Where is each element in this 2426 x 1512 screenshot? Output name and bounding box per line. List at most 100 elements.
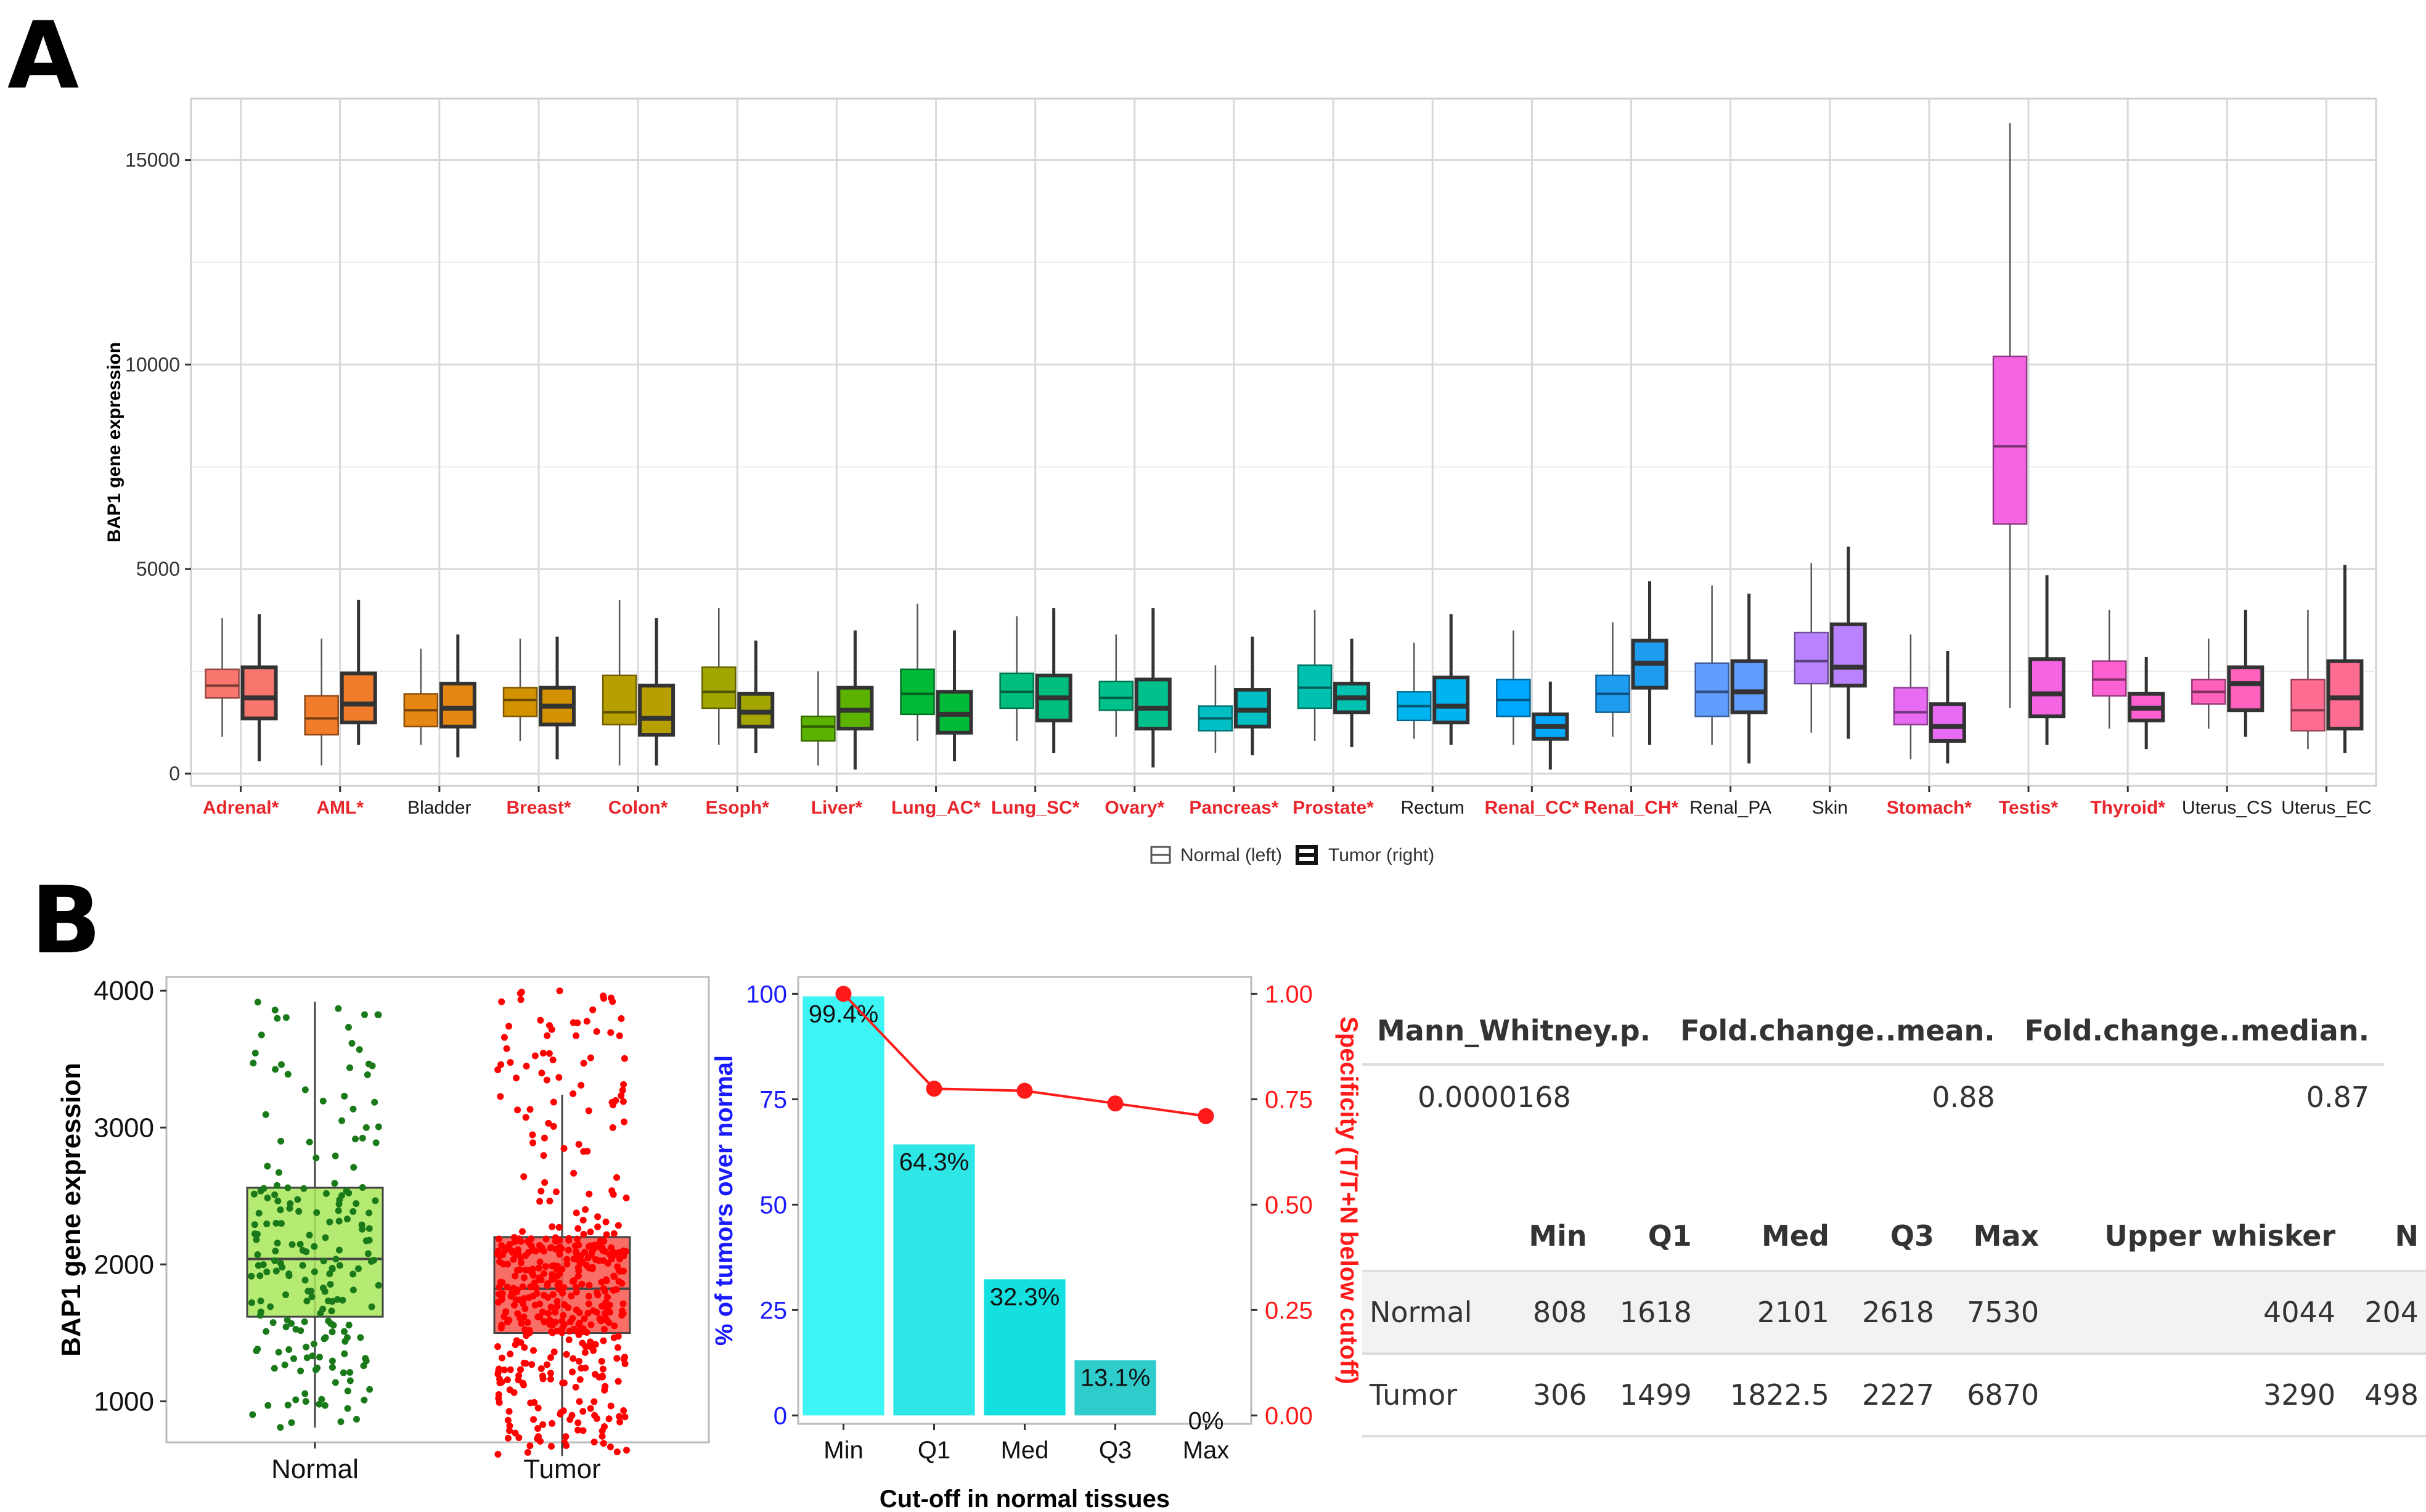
data-point <box>547 1354 554 1362</box>
data-point <box>526 1442 534 1450</box>
data-point <box>569 1368 576 1376</box>
data-point <box>362 1124 370 1131</box>
data-point <box>621 1118 628 1126</box>
data-point <box>603 1317 611 1324</box>
data-point <box>512 1296 520 1304</box>
normal-box <box>502 687 538 717</box>
data-point <box>327 1320 335 1327</box>
tumor-box <box>439 682 476 729</box>
data-point <box>329 1363 336 1371</box>
tissue-group <box>403 634 476 758</box>
data-point <box>522 1114 529 1121</box>
data-point <box>328 1307 335 1315</box>
summary-header-med: Med <box>1699 1202 1837 1272</box>
data-point <box>586 1190 593 1198</box>
data-point <box>322 1334 329 1341</box>
data-point <box>592 1371 599 1378</box>
tissue-group <box>1198 636 1271 756</box>
data-point <box>277 1424 284 1431</box>
data-point <box>520 1173 528 1180</box>
bar-value-label: 13.1% <box>1080 1365 1150 1392</box>
data-point <box>364 1250 372 1257</box>
data-point <box>531 1279 538 1286</box>
x-tick-label: Q3 <box>1099 1437 1132 1464</box>
data-point <box>575 1357 582 1365</box>
data-point <box>263 1220 271 1228</box>
data-point <box>513 1267 521 1274</box>
data-point <box>568 1412 576 1419</box>
data-point <box>282 1323 290 1331</box>
data-point <box>550 1098 557 1106</box>
data-point <box>574 1235 581 1243</box>
data-point <box>260 1185 268 1192</box>
data-point <box>507 1366 514 1373</box>
data-point <box>254 999 261 1006</box>
data-point <box>547 1370 554 1377</box>
data-point <box>304 1288 312 1295</box>
data-point <box>263 1268 271 1275</box>
data-point <box>547 1375 554 1383</box>
y-tick-label: 4000 <box>94 976 154 1006</box>
data-point <box>515 1434 523 1442</box>
data-point <box>527 1399 534 1407</box>
data-point <box>585 1107 592 1114</box>
data-point <box>553 1297 561 1305</box>
data-point <box>263 1328 270 1335</box>
data-point <box>518 1320 525 1327</box>
data-point <box>615 1378 622 1385</box>
y2-tick-label: 0.00 <box>1265 1402 1313 1429</box>
data-point <box>515 1235 523 1243</box>
summary-row-normal: Normal 808 1618 2101 2618 7530 4044 204 <box>1362 1271 2426 1355</box>
data-point <box>349 1270 357 1278</box>
data-point <box>308 1293 316 1301</box>
data-point <box>607 1029 615 1036</box>
data-point <box>568 1293 575 1300</box>
data-point <box>608 1256 615 1263</box>
data-point <box>608 1244 615 1251</box>
data-point <box>602 1383 609 1390</box>
data-point <box>600 995 607 1002</box>
y2-tick-label: 1.00 <box>1265 981 1313 1008</box>
data-point <box>575 1241 582 1249</box>
data-point <box>575 1141 582 1148</box>
data-point <box>556 1270 563 1277</box>
data-point <box>362 1355 369 1362</box>
data-point <box>269 1319 277 1326</box>
specificity-point <box>1016 1082 1033 1099</box>
x-tick-label: Med <box>1001 1437 1049 1464</box>
normal-box <box>1496 679 1531 717</box>
data-point <box>517 1366 525 1373</box>
data-point <box>590 1398 598 1405</box>
data-point <box>584 1254 592 1262</box>
chart-b-normal-tumor-boxplot: 1000 2000 3000 4000 BAP1 gene expression Norm… <box>56 976 710 1484</box>
data-point <box>288 1241 296 1248</box>
data-point <box>526 1106 534 1113</box>
data-point <box>597 1317 605 1325</box>
data-point <box>524 1318 531 1326</box>
data-point <box>540 1291 547 1299</box>
data-point <box>353 1415 360 1423</box>
data-point <box>250 1190 258 1198</box>
y-tick-label: 75 <box>760 1086 788 1113</box>
x-tick-label: Normal <box>271 1454 359 1484</box>
data-point <box>277 1137 285 1145</box>
data-point <box>536 1437 544 1445</box>
normal-box <box>602 674 637 725</box>
tissue-group <box>1098 608 1172 768</box>
data-point <box>543 1076 550 1084</box>
summary-header-n: N <box>2343 1202 2426 1272</box>
data-point <box>541 1179 549 1187</box>
data-point <box>559 1289 566 1297</box>
data-point <box>550 1348 558 1355</box>
panel-label-a: A <box>7 2 79 110</box>
data-point <box>574 1419 582 1426</box>
data-point <box>532 1248 539 1255</box>
statistics-tables: Mann_Whitney.p. Fold.change..mean. Fold.… <box>1362 989 2426 1495</box>
data-point <box>553 1302 561 1310</box>
bar <box>803 996 884 1416</box>
data-point <box>618 1092 625 1100</box>
data-point <box>517 1339 525 1346</box>
data-point <box>574 1426 582 1434</box>
data-point <box>539 1421 547 1428</box>
